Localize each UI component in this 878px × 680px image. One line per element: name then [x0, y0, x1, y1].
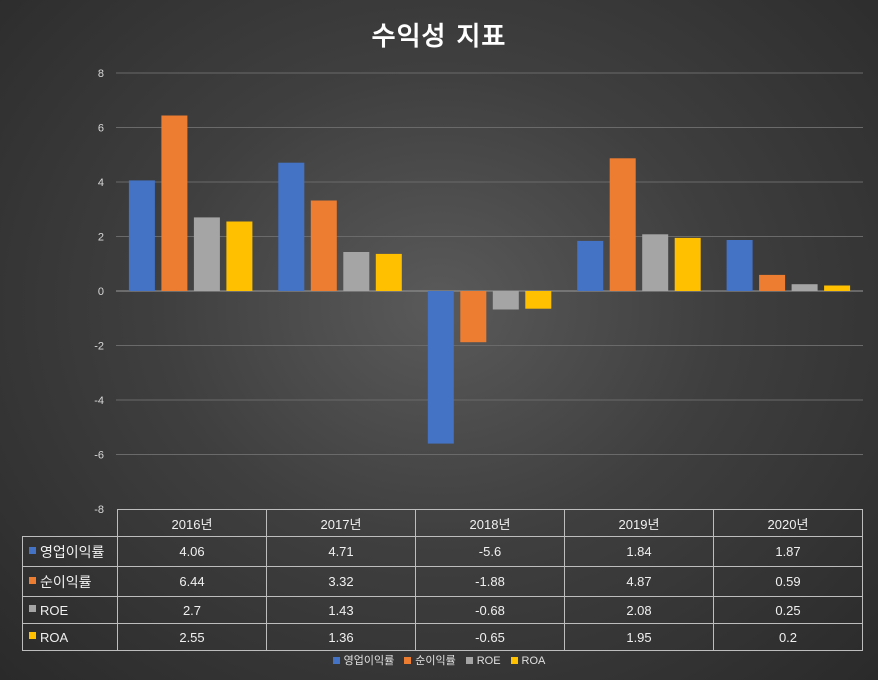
- bar-4-4: [674, 237, 701, 291]
- table-cell: 4.71: [266, 536, 416, 567]
- table-cell: 3.32: [266, 566, 416, 597]
- series-swatch: [29, 576, 36, 584]
- table-row: ROE 2.7 1.43 -0.68 2.08 0.25: [22, 596, 863, 624]
- bar-3-2: [343, 252, 370, 291]
- y-tick-label: -6: [94, 450, 104, 462]
- legend-item: 순이익률: [404, 652, 456, 668]
- table-cell: -0.68: [415, 596, 565, 624]
- series-name: 영업이익률: [40, 543, 105, 560]
- bar-3-1: [193, 217, 220, 291]
- legend-item: ROE: [465, 655, 501, 667]
- table-cell: 1.87: [713, 536, 863, 567]
- y-tick-label: -4: [94, 395, 104, 407]
- table-cell: 0.2: [713, 623, 863, 651]
- table-cell: -1.88: [415, 566, 565, 597]
- series-swatch: [29, 631, 36, 639]
- legend-swatch: [332, 657, 340, 664]
- series-swatch: [29, 604, 36, 612]
- bar-4-5: [824, 285, 851, 291]
- legend-swatch: [404, 657, 412, 664]
- y-tick-label: 4: [98, 177, 104, 189]
- table-column-header: 2020년: [713, 509, 863, 537]
- bar-1-1: [128, 180, 155, 291]
- bar-4-2: [375, 253, 402, 291]
- bar-1-5: [726, 240, 753, 291]
- bar-2-2: [310, 200, 337, 291]
- legend-label: 영업이익률: [343, 655, 395, 667]
- series-swatch: [29, 546, 36, 554]
- table-row: 순이익률 6.44 3.32 -1.88 4.87 0.59: [22, 566, 863, 597]
- bar-4-3: [525, 291, 552, 309]
- legend-swatch: [465, 657, 473, 664]
- y-tick-label: 6: [98, 123, 104, 135]
- table-body: 영업이익률 4.06 4.71 -5.6 1.84 1.87 순이익률 6.44 3.32 -1.…: [22, 536, 863, 651]
- table-cell: 0.59: [713, 566, 863, 597]
- series-name: ROA: [40, 629, 69, 645]
- table-cell: 6.44: [117, 566, 267, 597]
- bar-3-3: [492, 291, 519, 310]
- y-tick-label: -2: [94, 341, 104, 353]
- table-row-header: 순이익률: [22, 566, 118, 597]
- table-column-header: 2017년: [266, 509, 416, 537]
- bar-2-5: [759, 274, 786, 291]
- legend-item: 영업이익률: [332, 652, 395, 668]
- series-name: 순이익률: [40, 573, 92, 590]
- table-column-header: 2016년: [117, 509, 267, 537]
- table-row-header: 영업이익률: [22, 536, 118, 567]
- legend-label: ROA: [521, 655, 546, 667]
- series-name: ROE: [40, 602, 69, 618]
- table-cell: 4.06: [117, 536, 267, 567]
- legend-swatch: [510, 657, 518, 664]
- bar-1-4: [577, 240, 604, 291]
- legend: 영업이익률 순이익률 ROE ROA: [0, 652, 878, 668]
- table-column-header: 2019년: [564, 509, 714, 537]
- bar-1-2: [278, 162, 305, 291]
- table-header-row: 2016년 2017년 2018년 2019년 2020년: [22, 509, 863, 537]
- table-cell: 1.84: [564, 536, 714, 567]
- table-cell: -0.65: [415, 623, 565, 651]
- table-cell: 4.87: [564, 566, 714, 597]
- bar-3-4: [642, 234, 669, 291]
- chart-title: 수익성 지표: [371, 22, 507, 52]
- bar-4-1: [226, 221, 253, 291]
- bar-1-3: [427, 291, 454, 444]
- table-cell: 1.36: [266, 623, 416, 651]
- table-cell: 0.25: [713, 596, 863, 624]
- data-table: 2016년 2017년 2018년 2019년 2020년 영업이익률 4.06 4.71-…: [22, 509, 863, 651]
- y-tick-label: 8: [98, 68, 104, 80]
- table-row: ROA 2.55 1.36 -0.65 1.95 0.2: [22, 623, 863, 651]
- bar-2-3: [460, 291, 487, 343]
- table-cell: 2.7: [117, 596, 267, 624]
- bar-2-4: [609, 158, 636, 291]
- legend-label: ROE: [476, 655, 501, 667]
- table-cell: 2.55: [117, 623, 267, 651]
- table-row-header: ROE: [22, 596, 118, 624]
- y-tick-label: 2: [98, 232, 104, 244]
- table-row: 영업이익률 4.06 4.71 -5.6 1.84 1.87: [22, 536, 863, 567]
- y-tick-label: 0: [98, 286, 104, 298]
- table-column-header: 2018년: [415, 509, 565, 537]
- table-cell: 2.08: [564, 596, 714, 624]
- table-cell: 1.95: [564, 623, 714, 651]
- table-row-header: ROA: [22, 623, 118, 651]
- table-cell: 1.43: [266, 596, 416, 624]
- bars: [128, 115, 851, 444]
- legend-item: ROA: [510, 655, 546, 667]
- bar-2-1: [161, 115, 188, 291]
- bar-3-5: [791, 284, 818, 291]
- table-cell: -5.6: [415, 536, 565, 567]
- legend-label: 순이익률: [415, 655, 456, 667]
- table-corner: [22, 509, 118, 537]
